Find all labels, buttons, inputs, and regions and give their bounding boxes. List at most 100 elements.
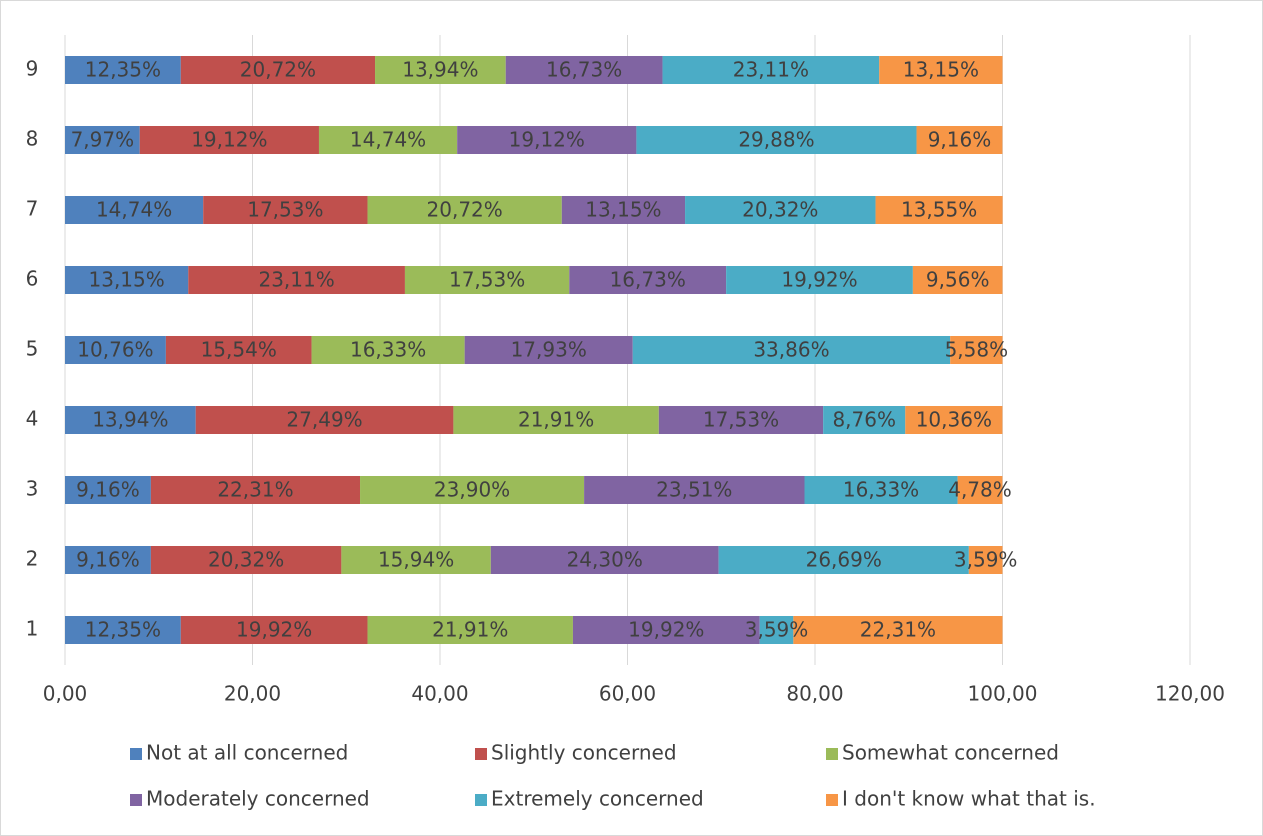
data-label: 13,15% xyxy=(585,198,661,222)
data-label: 19,92% xyxy=(781,268,857,292)
bar-segment xyxy=(968,546,1003,574)
data-label: 20,32% xyxy=(208,548,284,572)
x-tick-label: 40,00 xyxy=(411,682,468,706)
legend-swatch xyxy=(475,748,487,760)
legend-label: Extremely concerned xyxy=(491,787,704,811)
data-label: 20,72% xyxy=(427,198,503,222)
data-label: 21,91% xyxy=(432,618,508,642)
data-label: 10,76% xyxy=(77,338,153,362)
legend-label: Moderately concerned xyxy=(146,787,370,811)
y-tick-label: 1 xyxy=(26,617,39,641)
data-label: 8,76% xyxy=(832,408,896,432)
data-label: 5,58% xyxy=(945,338,1009,362)
data-label: 16,73% xyxy=(610,268,686,292)
y-tick-label: 4 xyxy=(26,407,39,431)
data-label: 17,53% xyxy=(703,408,779,432)
bar-segment xyxy=(636,126,917,154)
bar-segment xyxy=(718,546,969,574)
y-tick-label: 8 xyxy=(26,127,39,151)
bar-segment xyxy=(804,476,958,504)
data-label: 13,94% xyxy=(402,58,478,82)
bar-segment xyxy=(957,476,1003,504)
data-label: 10,36% xyxy=(916,408,992,432)
bar-segment xyxy=(65,126,140,154)
bar-segment xyxy=(823,406,906,434)
data-label: 3,59% xyxy=(954,548,1018,572)
bar-segment xyxy=(188,266,405,294)
bar-segment xyxy=(341,546,491,574)
bar-segment xyxy=(875,196,1003,224)
bar-segment xyxy=(464,336,633,364)
data-label: 27,49% xyxy=(286,408,362,432)
bar-segment xyxy=(65,56,181,84)
data-label: 23,90% xyxy=(434,478,510,502)
data-label: 19,92% xyxy=(236,618,312,642)
bar-segment xyxy=(561,196,686,224)
data-label: 12,35% xyxy=(85,58,161,82)
bar-segment xyxy=(950,336,1003,364)
data-label: 9,16% xyxy=(76,478,140,502)
data-label: 16,33% xyxy=(350,338,426,362)
x-tick-label: 0,00 xyxy=(43,682,88,706)
data-label: 13,55% xyxy=(901,198,977,222)
y-tick-label: 6 xyxy=(26,267,39,291)
data-label: 14,74% xyxy=(350,128,426,152)
data-label: 22,31% xyxy=(860,618,936,642)
data-label: 19,12% xyxy=(509,128,585,152)
data-label: 17,53% xyxy=(449,268,525,292)
data-label: 17,53% xyxy=(247,198,323,222)
bar-segment xyxy=(65,546,151,574)
bar-segment xyxy=(65,406,196,434)
y-tick-label: 5 xyxy=(26,337,39,361)
data-label: 3,59% xyxy=(745,618,809,642)
x-tick-label: 20,00 xyxy=(224,682,281,706)
data-label: 9,16% xyxy=(76,548,140,572)
data-label: 29,88% xyxy=(738,128,814,152)
bar-segment xyxy=(569,266,727,294)
bar-segment xyxy=(793,616,1003,644)
bar-segment xyxy=(150,546,342,574)
bar-segment xyxy=(65,616,181,644)
bar-segment xyxy=(367,196,562,224)
data-label: 13,15% xyxy=(903,58,979,82)
data-label: 20,72% xyxy=(240,58,316,82)
legend-label: Not at all concerned xyxy=(146,741,348,765)
x-tick-label: 60,00 xyxy=(599,682,656,706)
bar-segment xyxy=(662,56,880,84)
bar-segment xyxy=(490,546,719,574)
bar-segment xyxy=(150,476,361,504)
data-label: 9,56% xyxy=(926,268,990,292)
bar-segment xyxy=(165,336,312,364)
bar-segment xyxy=(367,616,573,644)
bar-segment xyxy=(180,56,376,84)
data-label: 13,15% xyxy=(89,268,165,292)
legend-swatch xyxy=(475,794,487,806)
bar-segment xyxy=(912,266,1003,294)
bar-segment xyxy=(685,196,876,224)
bar-segment xyxy=(65,476,151,504)
bar-segment xyxy=(195,406,454,434)
bar-segment xyxy=(505,56,663,84)
data-label: 16,33% xyxy=(843,478,919,502)
x-tick-label: 120,00 xyxy=(1155,682,1225,706)
data-label: 21,91% xyxy=(518,408,594,432)
legend-label: Somewhat concerned xyxy=(842,741,1059,765)
data-label: 23,11% xyxy=(258,268,334,292)
bar-segment xyxy=(360,476,585,504)
bar-segment xyxy=(457,126,637,154)
bar-segment xyxy=(139,126,319,154)
data-label: 14,74% xyxy=(96,198,172,222)
bar-segment xyxy=(916,126,1003,154)
bar-segment xyxy=(65,196,204,224)
y-tick-label: 2 xyxy=(26,547,39,571)
data-label: 15,54% xyxy=(201,338,277,362)
x-tick-label: 80,00 xyxy=(786,682,843,706)
data-label: 9,16% xyxy=(928,128,992,152)
bar-segment xyxy=(658,406,824,434)
y-tick-label: 3 xyxy=(26,477,39,501)
data-label: 23,51% xyxy=(656,478,732,502)
bar-segment xyxy=(905,406,1003,434)
data-label: 20,32% xyxy=(742,198,818,222)
bar-segment xyxy=(318,126,458,154)
